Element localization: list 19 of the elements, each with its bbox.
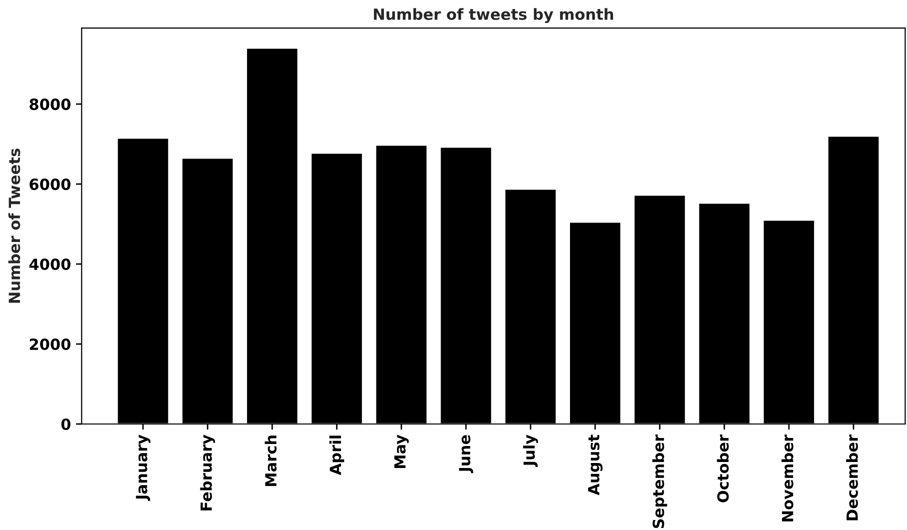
x-tick-label: February [200,434,216,510]
x-tick-label: July [523,434,538,468]
x-tick-label: May [394,434,409,468]
x-tick-label: August [588,434,603,496]
y-tick-label: 4000 [29,258,70,270]
x-tick-label: January [136,434,150,501]
x-tick-label: April [329,436,344,476]
x-tick-label: June [459,435,474,474]
y-tick-label: 6000 [30,178,70,190]
y-tick-label: 8000 [30,98,70,110]
y-axis-title: Number of Tweets [8,148,20,303]
chart-title: Number of tweets by month [374,8,614,24]
x-tick-label: March [264,436,277,486]
y-tick-label: 2000 [30,338,70,350]
x-tick-label: September [652,434,668,528]
x-tick-label: October [716,434,729,502]
y-tick-label: 0 [61,418,70,430]
x-tick-label: December [846,434,858,520]
x-tick-label: November [782,434,794,522]
